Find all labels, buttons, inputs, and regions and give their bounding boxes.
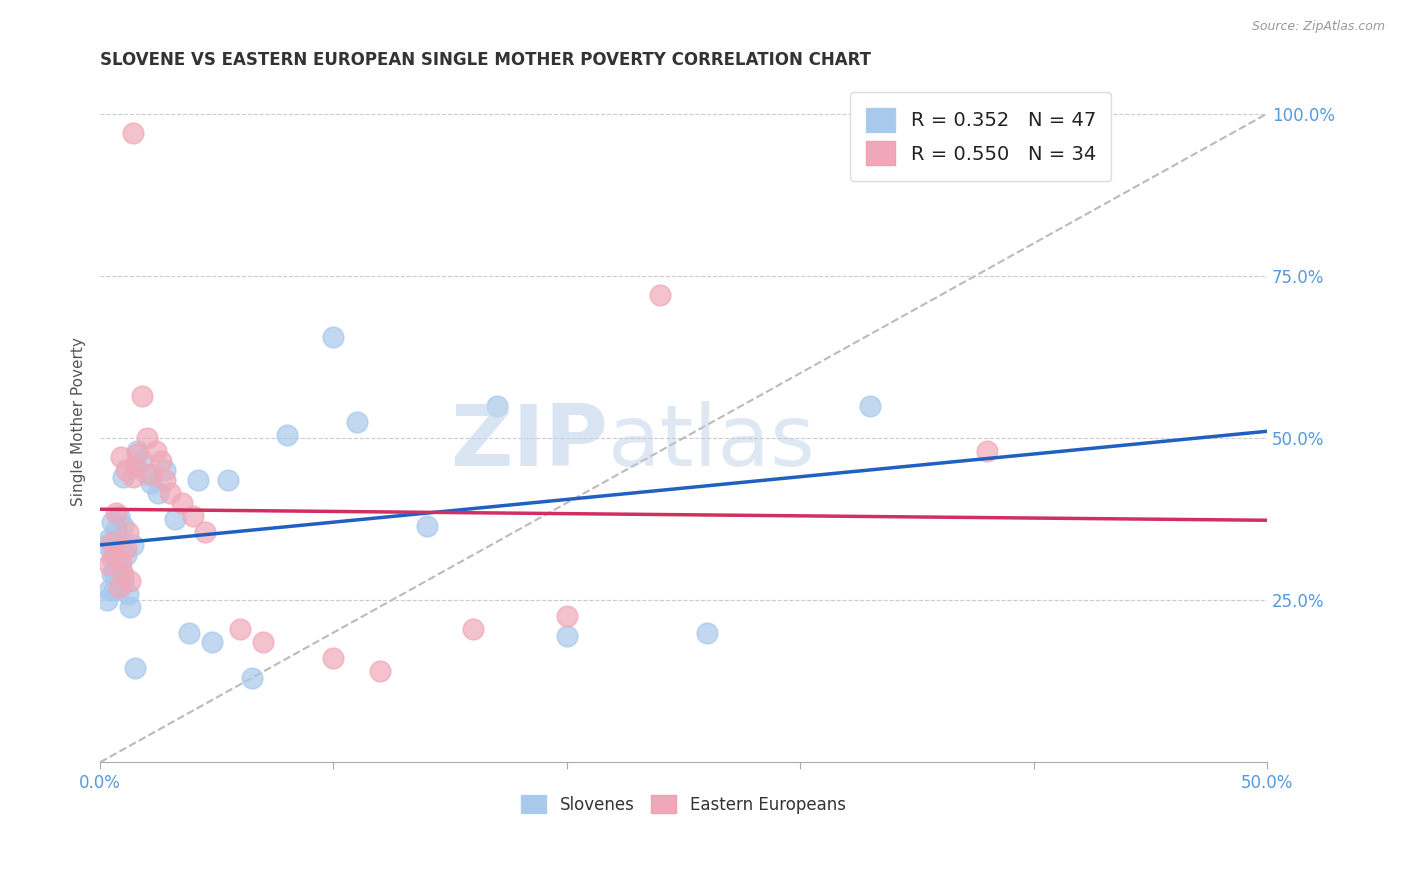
Point (124, 460, 146, 475)
Point (110, 554, 132, 568)
Point (101, 534, 124, 549)
Point (117, 524, 139, 539)
Point (416, 518, 439, 533)
Point (101, 541, 124, 556)
Point (276, 427, 298, 442)
Point (105, 506, 128, 520)
Point (112, 574, 135, 588)
Legend: Slovenes, Eastern Europeans: Slovenes, Eastern Europeans (513, 787, 853, 822)
Point (141, 467, 163, 481)
Point (98, 583, 121, 598)
Point (112, 470, 135, 484)
Point (120, 574, 142, 588)
Text: Source: ZipAtlas.com: Source: ZipAtlas.com (1251, 20, 1385, 33)
Point (163, 512, 186, 526)
Point (124, 661, 146, 675)
Text: SLOVENE VS EASTERN EUROPEAN SINGLE MOTHER POVERTY CORRELATION CHART: SLOVENE VS EASTERN EUROPEAN SINGLE MOTHE… (100, 51, 872, 69)
Point (145, 444, 167, 458)
Point (229, 622, 252, 636)
Point (101, 516, 124, 530)
Point (183, 508, 205, 523)
Point (96, 593, 118, 607)
Point (114, 541, 136, 556)
Point (859, 399, 882, 413)
Point (105, 544, 128, 558)
Point (485, 399, 508, 413)
Point (107, 554, 129, 568)
Point (105, 570, 128, 584)
Point (201, 635, 224, 649)
Point (110, 560, 132, 574)
Point (110, 450, 132, 465)
Text: ZIP: ZIP (450, 401, 607, 483)
Point (120, 599, 142, 614)
Point (177, 625, 200, 640)
Point (101, 567, 124, 582)
Point (107, 508, 129, 523)
Point (103, 534, 125, 549)
Point (555, 609, 578, 624)
Point (155, 463, 177, 477)
Point (696, 625, 718, 640)
Point (322, 330, 344, 344)
Point (194, 524, 217, 539)
Point (368, 665, 391, 679)
Point (127, 447, 149, 461)
Point (135, 467, 157, 481)
Point (346, 415, 368, 429)
Point (98, 558, 121, 572)
Point (240, 671, 263, 685)
Point (117, 587, 139, 601)
Point (98, 532, 121, 546)
Point (159, 486, 181, 500)
Point (555, 629, 578, 643)
Text: atlas: atlas (607, 401, 815, 483)
Point (170, 496, 193, 510)
Point (976, 444, 998, 458)
Point (121, 470, 143, 484)
Point (124, 460, 146, 475)
Point (103, 583, 125, 598)
Point (114, 463, 136, 477)
Point (148, 486, 170, 500)
Point (96, 538, 118, 552)
Point (131, 453, 153, 467)
Point (322, 651, 344, 665)
Point (217, 473, 239, 487)
Point (149, 453, 172, 467)
Point (121, 126, 143, 140)
Point (105, 522, 128, 536)
Point (107, 580, 129, 594)
Point (103, 564, 125, 578)
Point (252, 635, 274, 649)
Point (110, 580, 132, 594)
Point (101, 551, 124, 566)
Point (131, 389, 153, 403)
Point (463, 622, 485, 636)
Y-axis label: Single Mother Poverty: Single Mother Poverty (72, 337, 86, 507)
Point (127, 444, 149, 458)
Point (155, 473, 177, 487)
Point (114, 548, 136, 562)
Point (187, 473, 209, 487)
Point (112, 567, 135, 582)
Point (121, 538, 143, 552)
Point (103, 548, 125, 562)
Point (112, 518, 135, 533)
Point (141, 476, 163, 491)
Point (135, 431, 157, 445)
Point (650, 288, 672, 302)
